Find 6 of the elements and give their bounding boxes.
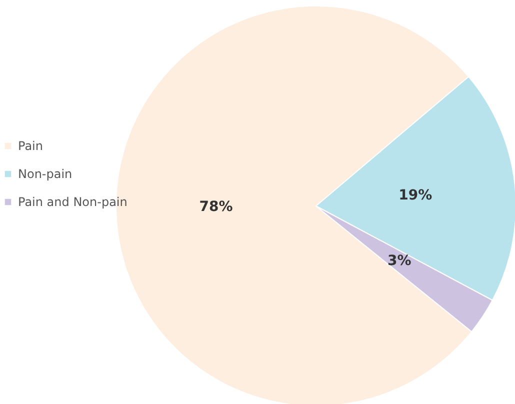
data-label: 3% [387, 253, 412, 270]
data-label: 19% [398, 187, 432, 204]
legend-label: Non-pain [18, 167, 72, 181]
data-label: 78% [199, 199, 233, 216]
legend-label: Pain and Non-pain [18, 195, 128, 209]
legend-label: Pain [18, 139, 43, 153]
